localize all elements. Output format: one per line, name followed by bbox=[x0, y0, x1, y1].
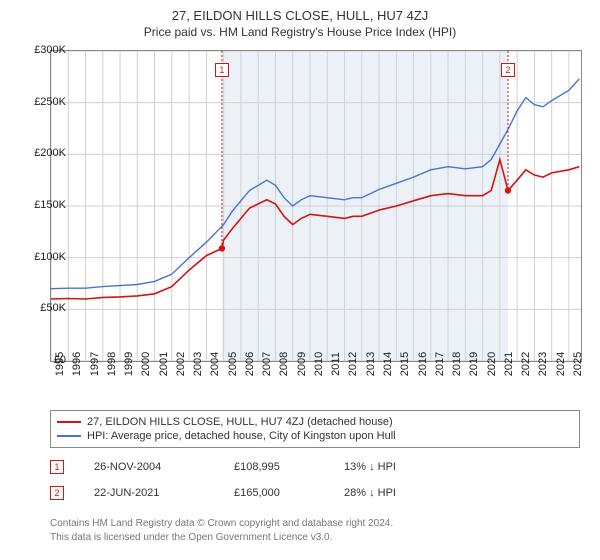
y-tick-label: £150K bbox=[34, 199, 66, 211]
x-tick-label: 2015 bbox=[399, 352, 411, 376]
x-tick-label: 2022 bbox=[520, 352, 532, 376]
footer-license: This data is licensed under the Open Gov… bbox=[50, 532, 580, 543]
x-tick-label: 2013 bbox=[365, 352, 377, 376]
x-tick-label: 2006 bbox=[244, 352, 256, 376]
x-tick-label: 2003 bbox=[192, 352, 204, 376]
x-tick-label: 2017 bbox=[434, 352, 446, 376]
y-tick-label: £300K bbox=[34, 44, 66, 56]
legend-item-property: 27, EILDON HILLS CLOSE, HULL, HU7 4ZJ (d… bbox=[57, 415, 573, 429]
x-tick-label: 2014 bbox=[382, 352, 394, 376]
x-tick-label: 2002 bbox=[175, 352, 187, 376]
x-tick-label: 2007 bbox=[261, 352, 273, 376]
legend-label: HPI: Average price, detached house, City… bbox=[87, 430, 396, 442]
legend-label: 27, EILDON HILLS CLOSE, HULL, HU7 4ZJ (d… bbox=[87, 416, 393, 428]
legend-item-hpi: HPI: Average price, detached house, City… bbox=[57, 429, 573, 443]
plot-svg bbox=[51, 51, 581, 361]
sale-date: 26-NOV-2004 bbox=[94, 461, 204, 473]
x-tick-label: 2001 bbox=[158, 352, 170, 376]
y-tick-label: £200K bbox=[34, 147, 66, 159]
legend: 27, EILDON HILLS CLOSE, HULL, HU7 4ZJ (d… bbox=[50, 410, 580, 448]
sale-row-2: 2 22-JUN-2021 £165,000 28% ↓ HPI bbox=[50, 486, 580, 500]
sale-badge-icon: 1 bbox=[50, 460, 64, 474]
x-tick-label: 2018 bbox=[451, 352, 463, 376]
chart-subtitle: Price paid vs. HM Land Registry's House … bbox=[0, 23, 600, 39]
legend-swatch-icon bbox=[57, 435, 81, 437]
y-tick-label: £50K bbox=[40, 302, 66, 314]
x-tick-label: 2021 bbox=[503, 352, 515, 376]
x-tick-label: 2016 bbox=[417, 352, 429, 376]
y-tick-label: £100K bbox=[34, 251, 66, 263]
sale-price: £165,000 bbox=[234, 487, 314, 499]
x-tick-label: 1997 bbox=[89, 352, 101, 376]
x-tick-label: 2020 bbox=[486, 352, 498, 376]
sale-row-1: 1 26-NOV-2004 £108,995 13% ↓ HPI bbox=[50, 460, 580, 474]
x-tick-label: 2009 bbox=[296, 352, 308, 376]
x-tick-label: 1996 bbox=[71, 352, 83, 376]
plot-area: 12 bbox=[50, 50, 582, 362]
chart-marker-badge: 1 bbox=[215, 63, 229, 77]
sale-badge-icon: 2 bbox=[50, 486, 64, 500]
sale-delta: 13% ↓ HPI bbox=[344, 461, 464, 473]
x-tick-label: 2025 bbox=[572, 352, 584, 376]
x-tick-label: 2010 bbox=[313, 352, 325, 376]
chart-marker-badge: 2 bbox=[501, 63, 515, 77]
x-tick-label: 2000 bbox=[140, 352, 152, 376]
chart-title: 27, EILDON HILLS CLOSE, HULL, HU7 4ZJ bbox=[0, 0, 600, 23]
x-tick-label: 2011 bbox=[330, 352, 342, 376]
x-tick-label: 1999 bbox=[123, 352, 135, 376]
x-tick-label: 2012 bbox=[347, 352, 359, 376]
x-tick-label: 2005 bbox=[227, 352, 239, 376]
x-tick-label: 2019 bbox=[468, 352, 480, 376]
x-tick-label: 2024 bbox=[555, 352, 567, 376]
x-tick-label: 1998 bbox=[106, 352, 118, 376]
x-tick-label: 2023 bbox=[537, 352, 549, 376]
price-chart: { "title_line1": "27, EILDON HILLS CLOSE… bbox=[0, 0, 600, 560]
x-tick-label: 2004 bbox=[209, 352, 221, 376]
x-tick-label: 2008 bbox=[278, 352, 290, 376]
sale-date: 22-JUN-2021 bbox=[94, 487, 204, 499]
legend-swatch-icon bbox=[57, 421, 81, 423]
y-tick-label: £250K bbox=[34, 96, 66, 108]
sale-delta: 28% ↓ HPI bbox=[344, 487, 464, 499]
footer-copyright: Contains HM Land Registry data © Crown c… bbox=[50, 518, 580, 529]
x-tick-label: 1995 bbox=[54, 352, 66, 376]
sale-price: £108,995 bbox=[234, 461, 314, 473]
